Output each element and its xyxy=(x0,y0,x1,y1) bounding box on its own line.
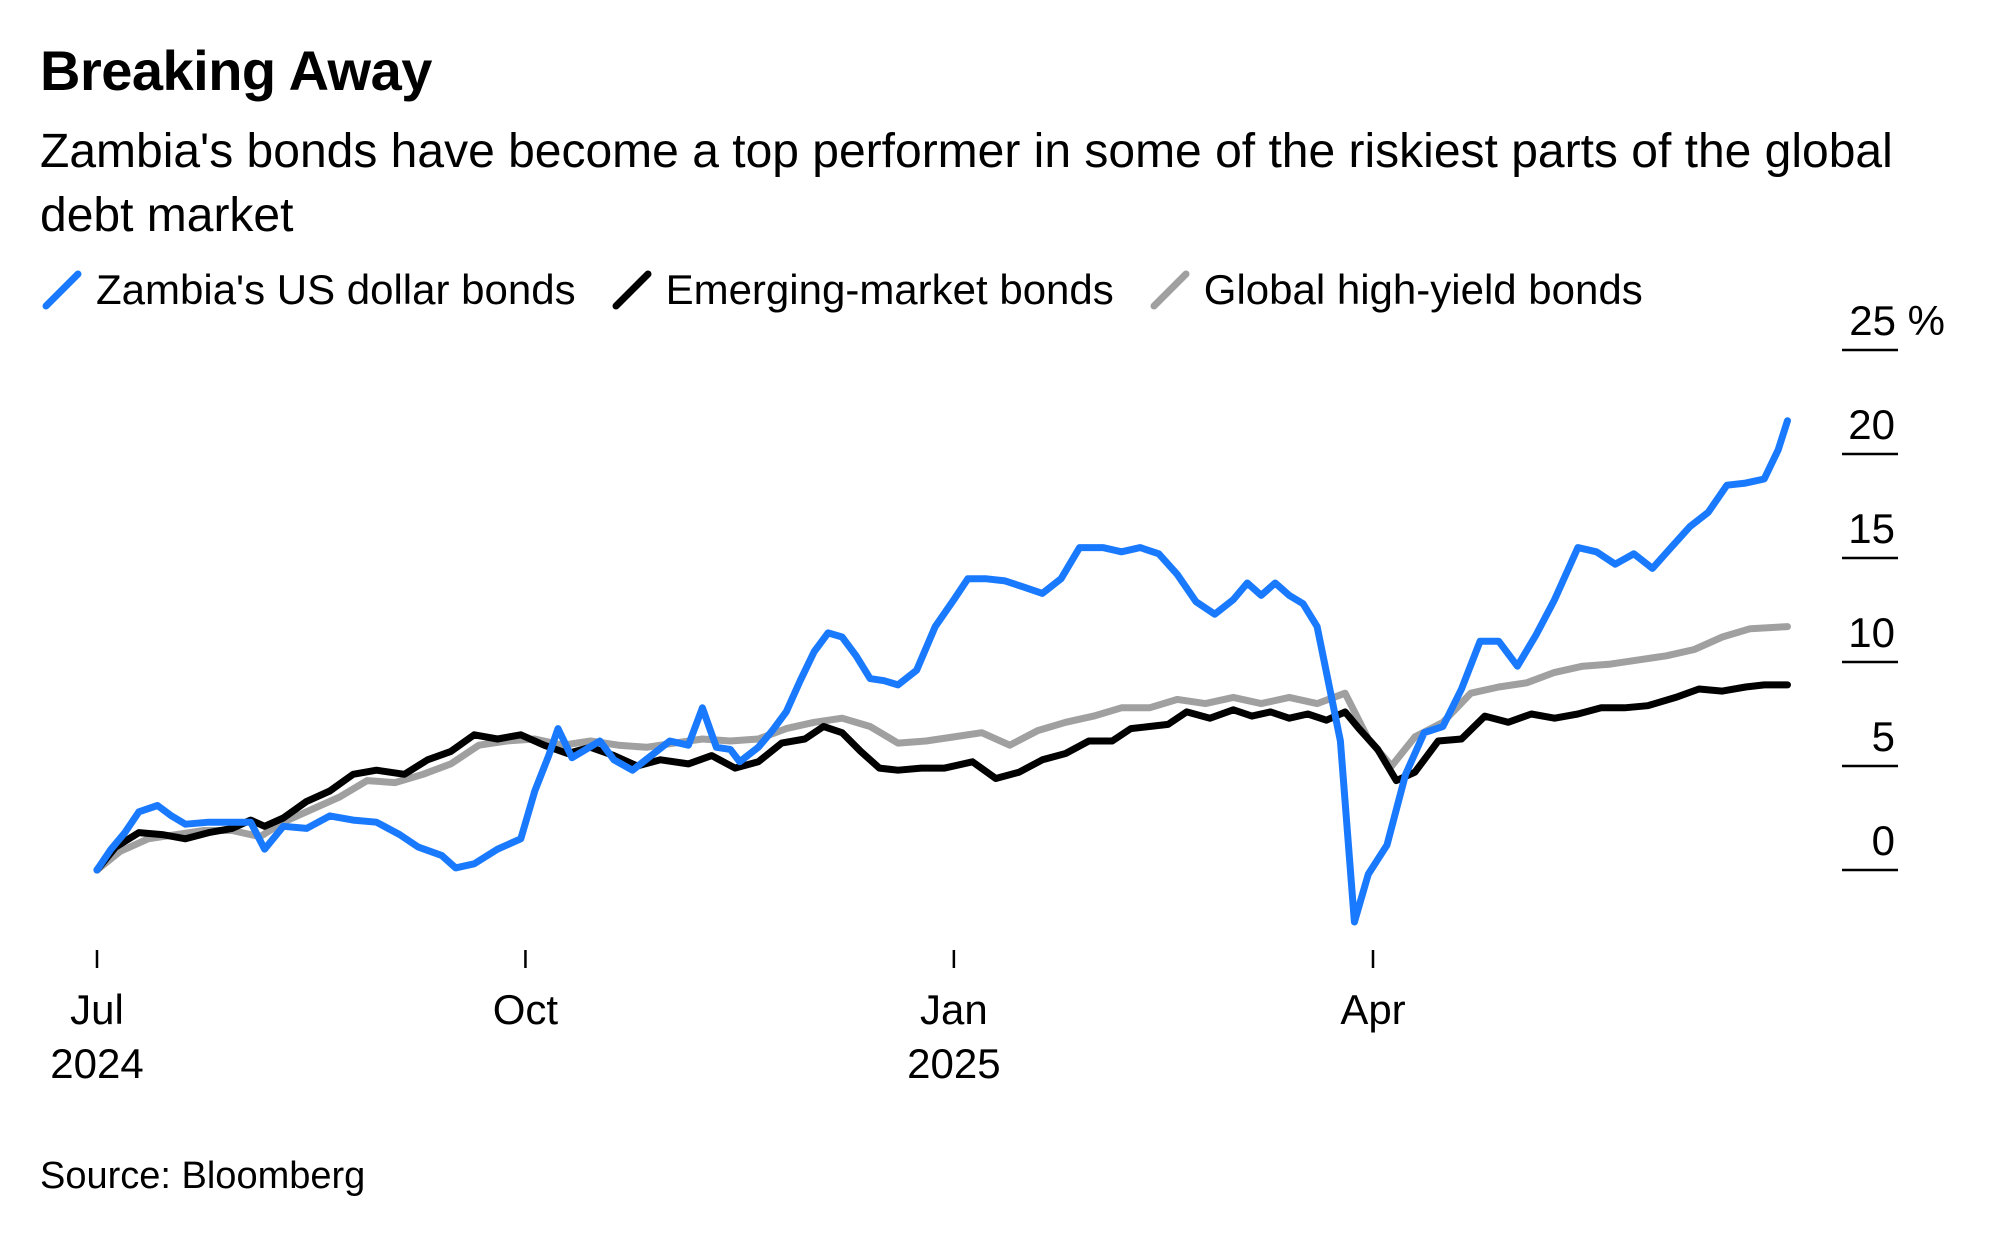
x-tick-label-1: Oct xyxy=(493,986,559,1033)
x-tick-label-2: Jan xyxy=(920,986,988,1033)
y-tick-label-3: 15 xyxy=(1848,505,1895,552)
legend-swatch-zambia xyxy=(42,270,82,310)
y-tick-label-1: 5 xyxy=(1872,713,1895,760)
legend-swatch-global-high-yield xyxy=(1150,270,1190,310)
source-note: Source: Bloomberg xyxy=(40,1155,366,1197)
chart-title: Breaking Away xyxy=(40,39,432,102)
y-axis: 0 5 10 15 20 25 % xyxy=(1842,297,1945,872)
series-line-1 xyxy=(93,681,1791,874)
legend: Zambia's US dollar bonds Emerging-market… xyxy=(40,266,1677,314)
legend-item-zambia: Zambia's US dollar bonds xyxy=(40,266,576,314)
x-axis: Jul 2024 Oct Jan 2025 Apr xyxy=(50,950,1406,1087)
series-line-0 xyxy=(93,417,1791,926)
chart-subtitle: Zambia's bonds have become a top perform… xyxy=(40,125,1893,242)
legend-item-emerging-market: Emerging-market bonds xyxy=(610,266,1114,314)
legend-item-global-high-yield: Global high-yield bonds xyxy=(1148,266,1643,314)
y-tick-label-0: 0 xyxy=(1872,817,1895,864)
x-tick-sublabel-2: 2025 xyxy=(907,1040,1000,1087)
y-tick-label-2: 10 xyxy=(1848,609,1895,656)
legend-label-global-high-yield: Global high-yield bonds xyxy=(1203,266,1643,313)
x-tick-label-3: Apr xyxy=(1340,986,1405,1033)
series-line-2 xyxy=(93,623,1791,874)
legend-swatch-emerging-market xyxy=(612,270,652,310)
series-layer xyxy=(93,417,1791,926)
y-tick-label-5: 25 % xyxy=(1849,297,1945,344)
y-tick-label-4: 20 xyxy=(1848,401,1895,448)
x-tick-sublabel-0: 2024 xyxy=(50,1040,143,1087)
legend-label-zambia: Zambia's US dollar bonds xyxy=(96,266,576,313)
x-tick-label-0: Jul xyxy=(70,986,124,1033)
legend-label-emerging-market: Emerging-market bonds xyxy=(665,266,1114,313)
